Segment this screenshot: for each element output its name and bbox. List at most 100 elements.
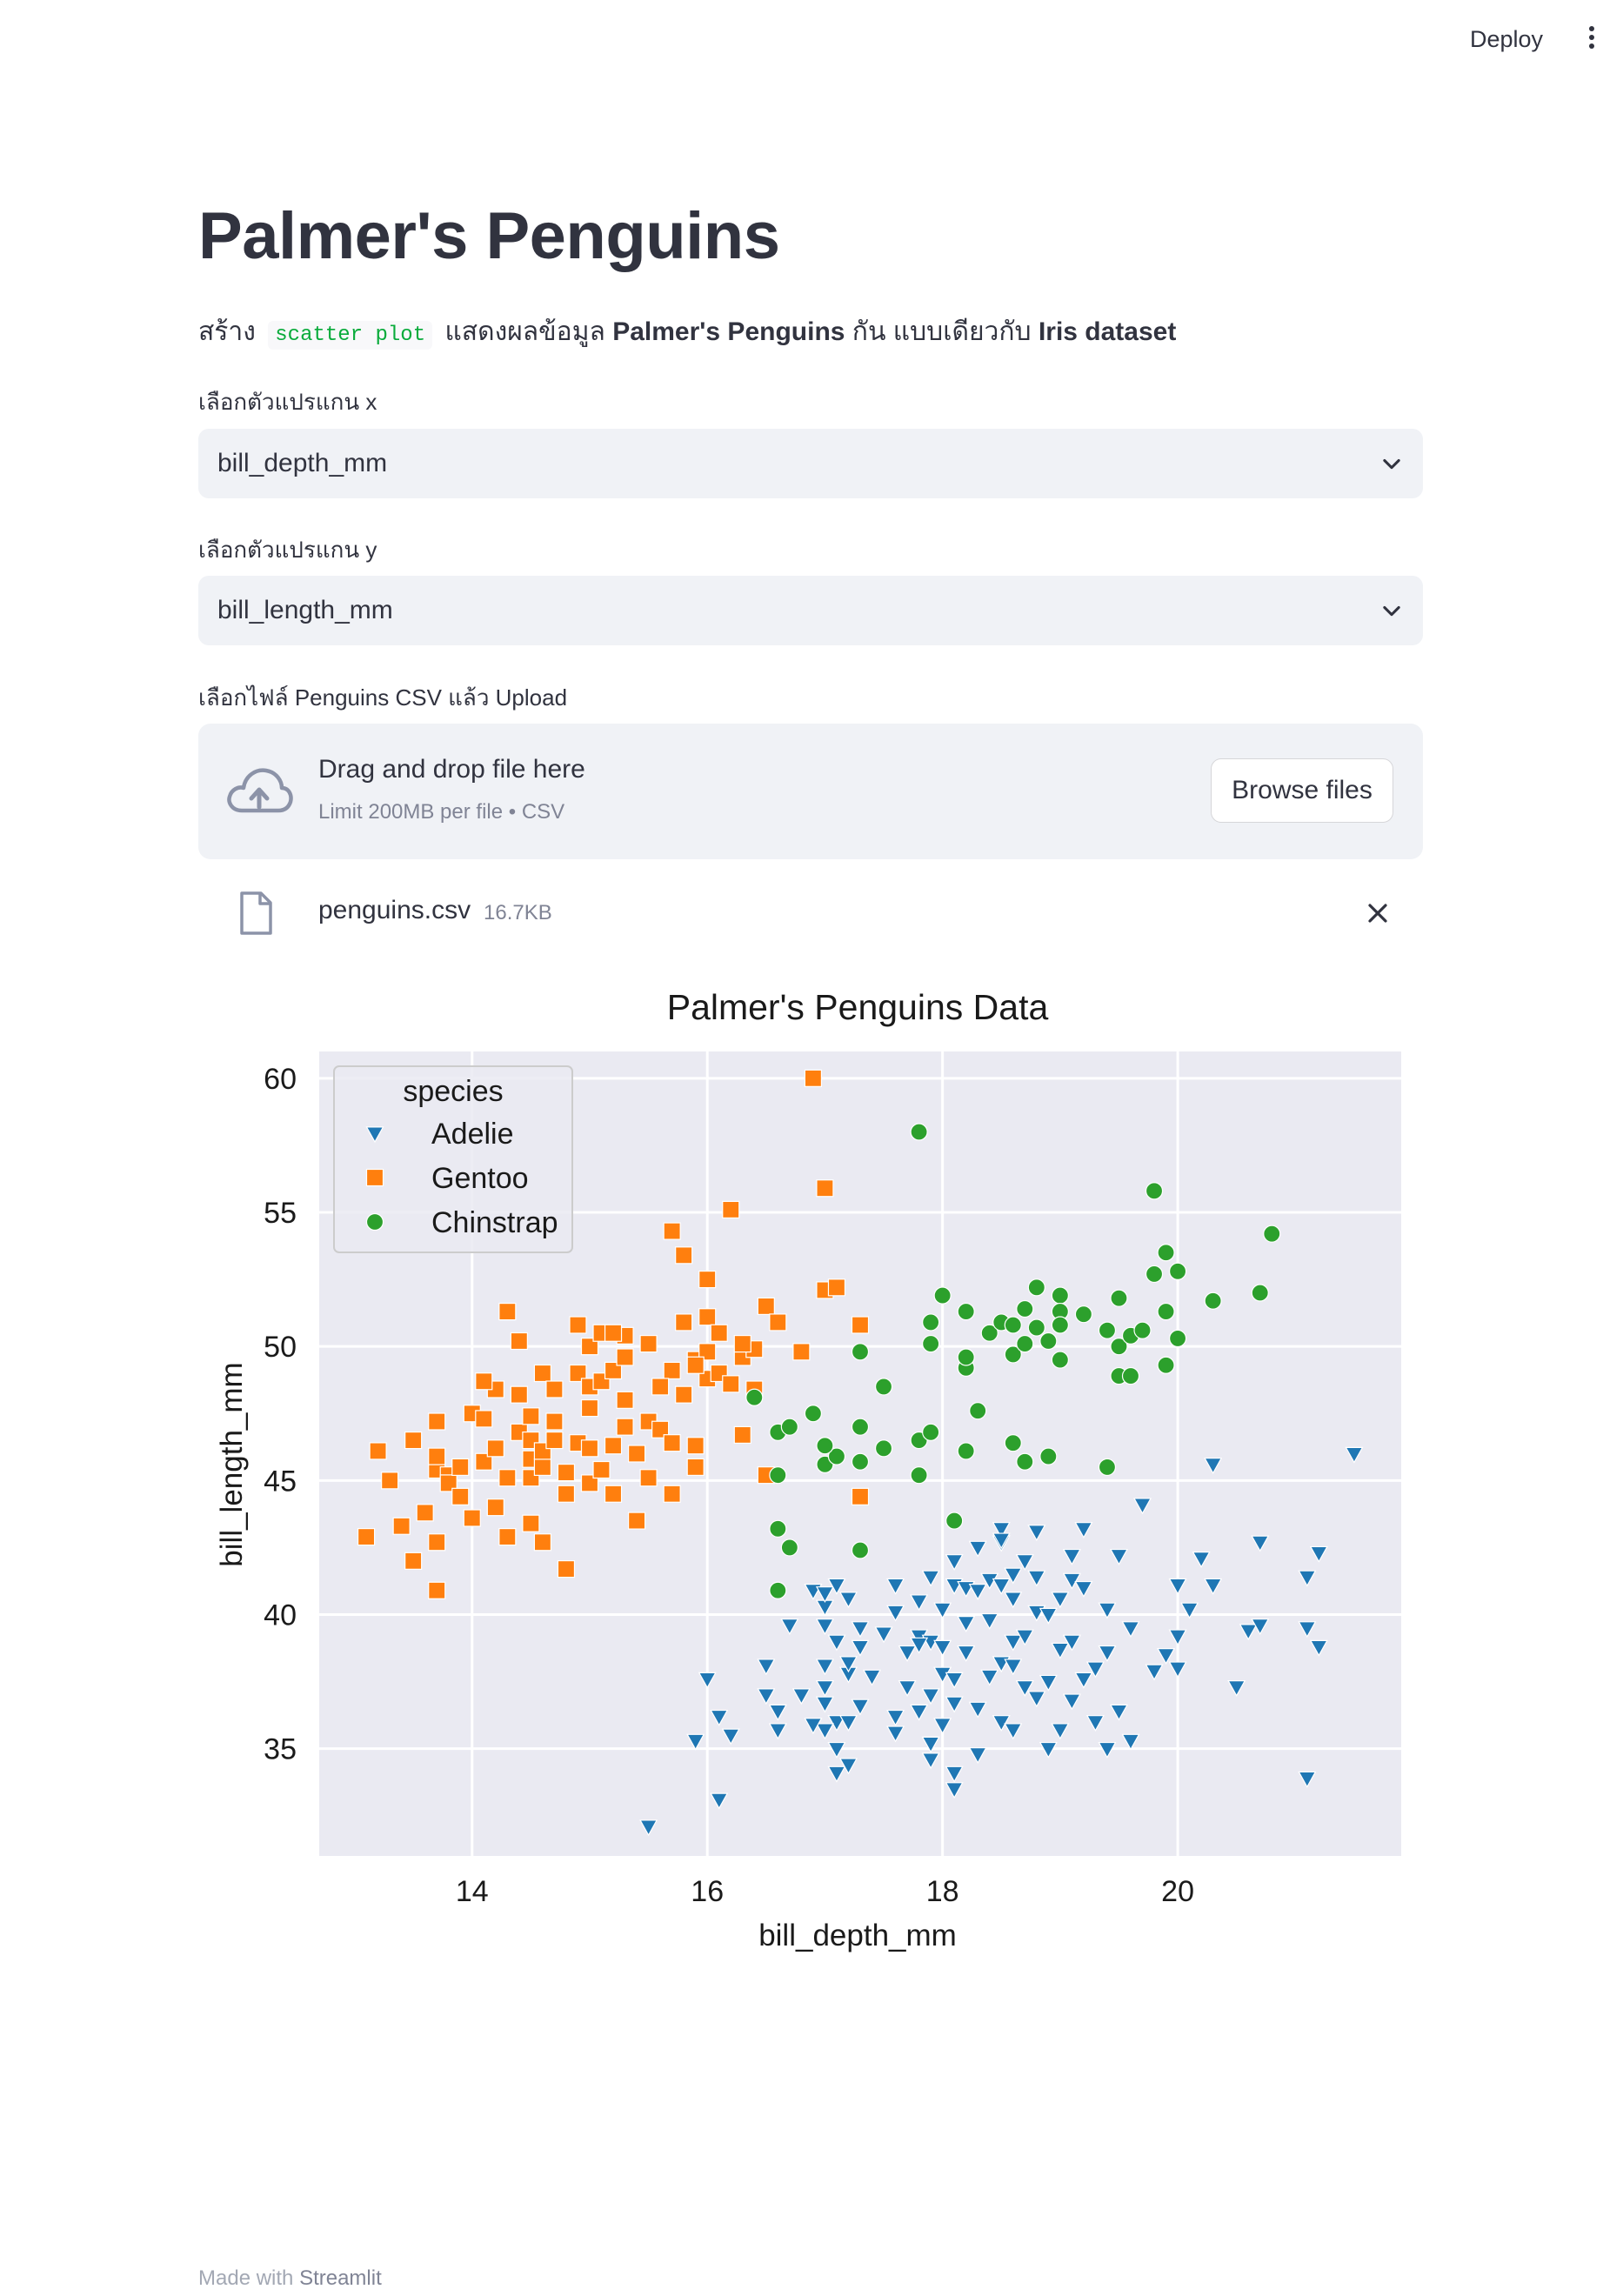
data-point-gentoo <box>404 1431 423 1450</box>
data-point-chinstrap <box>1110 1338 1128 1356</box>
data-point-gentoo <box>545 1431 564 1450</box>
data-point-chinstrap <box>1157 1356 1175 1374</box>
data-point-gentoo <box>428 1533 446 1552</box>
data-point-chinstrap <box>933 1286 952 1305</box>
data-point-gentoo <box>428 1447 446 1465</box>
data-point-gentoo <box>592 1460 611 1479</box>
data-point-adelie <box>1062 1693 1081 1711</box>
data-point-adelie <box>945 1782 964 1799</box>
data-point-adelie <box>851 1699 870 1716</box>
data-point-gentoo <box>404 1552 423 1570</box>
data-point-chinstrap <box>745 1388 764 1406</box>
data-point-adelie <box>1298 1771 1317 1788</box>
data-point-adelie <box>1085 1715 1105 1732</box>
data-point-adelie <box>992 1522 1011 1539</box>
data-point-adelie <box>1027 1691 1046 1708</box>
data-point-adelie <box>1251 1535 1270 1552</box>
chevron-down-icon <box>1383 458 1400 470</box>
data-point-gentoo <box>580 1338 599 1356</box>
data-point-gentoo <box>545 1380 564 1398</box>
data-point-gentoo <box>428 1581 446 1599</box>
data-point-adelie <box>1168 1629 1187 1646</box>
data-point-adelie <box>698 1672 717 1689</box>
data-point-adelie <box>1004 1659 1023 1676</box>
y-axis-select[interactable]: bill_length_mm <box>198 576 1423 645</box>
data-point-adelie <box>1039 1607 1058 1625</box>
data-point-gentoo <box>639 1334 658 1353</box>
data-point-adelie <box>827 1634 846 1652</box>
data-point-gentoo <box>686 1437 705 1455</box>
more-vertical-icon[interactable] <box>1581 23 1602 57</box>
data-point-gentoo <box>580 1398 599 1418</box>
data-point-gentoo <box>675 1313 693 1332</box>
data-point-adelie <box>710 1709 729 1726</box>
data-point-adelie <box>1227 1680 1246 1697</box>
data-point-adelie <box>945 1696 964 1713</box>
data-point-chinstrap <box>1027 1278 1045 1297</box>
data-point-chinstrap <box>957 1348 975 1366</box>
data-point-adelie <box>1004 1723 1023 1740</box>
data-point-gentoo <box>616 1391 634 1409</box>
data-point-adelie <box>921 1736 940 1753</box>
data-point-adelie <box>1345 1446 1364 1464</box>
x-axis-select[interactable]: bill_depth_mm <box>198 429 1423 498</box>
data-point-gentoo <box>545 1412 564 1431</box>
data-point-adelie <box>1062 1634 1081 1652</box>
data-point-adelie <box>1121 1621 1140 1639</box>
deploy-button[interactable]: Deploy <box>1470 26 1544 52</box>
data-point-adelie <box>1027 1570 1046 1587</box>
data-point-chinstrap <box>945 1512 964 1530</box>
data-point-gentoo <box>675 1385 693 1404</box>
y-tick-label: 40 <box>264 1599 297 1632</box>
data-point-adelie <box>815 1659 834 1676</box>
data-point-gentoo <box>580 1439 599 1458</box>
data-point-chinstrap <box>969 1402 987 1420</box>
close-icon[interactable] <box>1364 899 1392 927</box>
data-point-gentoo <box>627 1512 646 1530</box>
data-point-adelie <box>838 1715 858 1732</box>
data-point-adelie <box>721 1728 740 1745</box>
data-point-gentoo <box>498 1527 517 1546</box>
data-point-adelie <box>1239 1624 1258 1641</box>
data-point-adelie <box>1121 1733 1140 1751</box>
data-point-gentoo <box>557 1463 576 1482</box>
data-point-chinstrap <box>1074 1305 1093 1324</box>
data-point-adelie <box>945 1672 964 1689</box>
data-point-gentoo <box>816 1179 834 1198</box>
data-point-gentoo <box>804 1069 823 1087</box>
browse-files-button[interactable]: Browse files <box>1211 758 1393 823</box>
data-point-gentoo <box>686 1458 705 1477</box>
data-point-adelie <box>827 1765 846 1783</box>
chart-legend: species Adelie Gentoo Chinstrap <box>333 1065 573 1253</box>
footer-streamlit-link[interactable]: Streamlit <box>299 2266 382 2290</box>
data-point-adelie <box>921 1688 940 1705</box>
data-point-gentoo <box>569 1364 587 1383</box>
data-point-adelie <box>968 1747 987 1765</box>
data-point-gentoo <box>510 1332 528 1351</box>
data-point-chinstrap <box>769 1519 787 1538</box>
data-point-chinstrap <box>780 1538 798 1557</box>
y-axis-ticks: 35 40 45 50 55 60 <box>264 1063 297 1766</box>
scatter-chart: Palmer's Penguins Data 14 16 18 20 35 40 45 50… <box>198 974 1423 1966</box>
legend-title: species <box>403 1075 503 1108</box>
data-point-gentoo <box>616 1418 634 1436</box>
data-point-gentoo <box>604 1485 623 1503</box>
data-point-gentoo <box>486 1498 504 1517</box>
legend-box <box>333 1065 573 1253</box>
file-dropzone[interactable]: Drag and drop file here Limit 200MB per … <box>198 724 1423 859</box>
chart-title: Palmer's Penguins Data <box>667 987 1049 1027</box>
data-point-adelie <box>851 1621 870 1639</box>
data-point-adelie <box>1145 1664 1164 1681</box>
data-point-adelie <box>1168 1661 1187 1679</box>
data-point-adelie <box>851 1639 870 1657</box>
data-point-chinstrap <box>1263 1225 1281 1243</box>
legend-label-chinstrap: Chinstrap <box>431 1206 558 1239</box>
footer-made-with: Made with <box>198 2266 294 2290</box>
data-point-chinstrap <box>1039 1332 1058 1351</box>
data-point-gentoo <box>616 1348 634 1366</box>
data-point-adelie <box>686 1733 705 1751</box>
cloud-upload-icon <box>227 768 293 813</box>
data-point-chinstrap <box>922 1334 940 1353</box>
data-point-gentoo <box>639 1469 658 1487</box>
data-point-gentoo <box>416 1504 434 1522</box>
